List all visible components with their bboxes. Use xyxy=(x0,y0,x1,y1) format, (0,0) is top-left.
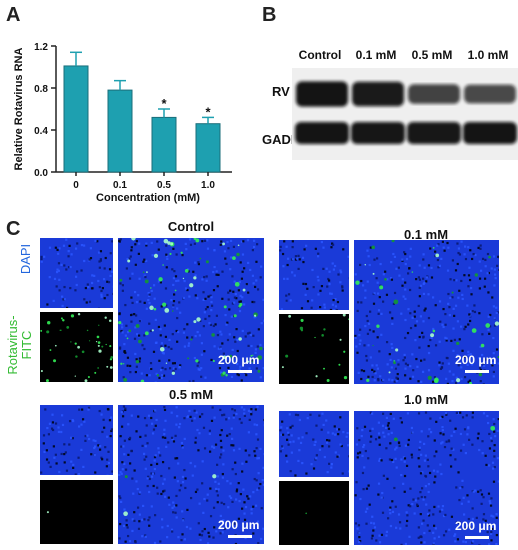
bar xyxy=(63,65,89,173)
x-axis-label: Concentration (mM) xyxy=(96,192,200,204)
row-label-fitc-line1: Rotavirus- xyxy=(5,315,20,375)
micrograph-0-5mm-dapi xyxy=(40,405,113,475)
micrograph-control-fitc xyxy=(40,312,113,382)
x-tick-label: 0.1 xyxy=(113,180,127,191)
micrograph-0-1mm-merge xyxy=(354,240,499,384)
micrograph-control-merge xyxy=(118,238,264,382)
row-label-dapi: DAPI xyxy=(18,243,33,275)
image-background xyxy=(40,312,113,382)
scale-bar xyxy=(228,535,252,538)
image-background xyxy=(40,480,113,544)
image-background xyxy=(279,240,349,310)
scale-bar xyxy=(465,370,489,373)
x-tick-label: 0 xyxy=(73,180,79,191)
row-label-rotavirus-fitc: Rotavirus- FITC xyxy=(5,305,34,385)
scale-bar-label: 200 μm xyxy=(218,353,260,367)
blot-band-gadph xyxy=(351,122,405,144)
significance-marker: * xyxy=(161,96,167,111)
scale-bar xyxy=(228,370,252,373)
blot-band-gadph xyxy=(295,122,349,144)
micrograph-1-0mm-merge xyxy=(354,411,499,545)
blot-band-rv xyxy=(464,84,516,104)
y-tick-label: 1.2 xyxy=(34,42,48,53)
blot-band-gadph xyxy=(407,122,461,144)
y-tick-label: 0.0 xyxy=(34,168,48,179)
scale-bar-label: 200 μm xyxy=(218,518,260,532)
y-tick-label: 0.8 xyxy=(34,84,48,95)
panel-letter-c: C xyxy=(6,218,21,240)
scale-bar-label: 200 μm xyxy=(455,353,497,367)
bar xyxy=(195,123,221,173)
micrograph-0-1mm-fitc xyxy=(279,314,349,384)
condition-title-1-0mm: 1.0 mM xyxy=(403,392,449,407)
panel-letter-b: B xyxy=(262,4,277,26)
blot-band-rv xyxy=(408,84,460,104)
y-tick-label: 0.4 xyxy=(34,126,48,137)
blot-column-label: 0.1 mM xyxy=(355,48,397,62)
blot-band-rv xyxy=(352,81,404,107)
condition-title-control: Control xyxy=(167,219,215,234)
bar xyxy=(107,89,133,173)
micrograph-0-5mm-fitc xyxy=(40,480,113,544)
scale-bar xyxy=(465,536,489,539)
x-tick-label: 1.0 xyxy=(201,180,215,191)
image-background xyxy=(279,314,349,384)
blot-column-label: 0.5 mM xyxy=(411,48,453,62)
significance-marker: * xyxy=(205,104,211,119)
western-blot-panel: Control 0.1 mM 0.5 mM 1.0 mM RV GADPH xyxy=(262,0,518,215)
panel-letter-a: A xyxy=(6,4,21,26)
blot-row-label-rv: RV xyxy=(272,84,290,99)
micrograph-1-0mm-fitc xyxy=(279,481,349,545)
bar xyxy=(151,116,177,173)
blot-column-label: Control xyxy=(298,48,342,62)
blot-column-label: 1.0 mM xyxy=(467,48,509,62)
blot-band-rv xyxy=(296,81,348,107)
micrograph-panel: Control 0.1 mM 0.5 mM 1.0 mM DAPI Rotavi… xyxy=(0,215,518,550)
x-tick-label: 0.5 xyxy=(157,180,171,191)
blot-band-gadph xyxy=(463,122,517,144)
scale-bar-label: 200 μm xyxy=(455,519,497,533)
condition-title-0-1mm: 0.1 mM xyxy=(403,227,449,242)
micrograph-0-1mm-dapi xyxy=(279,240,349,310)
image-background xyxy=(40,405,113,475)
micrograph-0-5mm-merge xyxy=(118,405,264,544)
micrograph-1-0mm-dapi xyxy=(279,411,349,477)
condition-title-0-5mm: 0.5 mM xyxy=(168,387,214,402)
image-background xyxy=(279,481,349,545)
blot-membrane xyxy=(292,68,518,160)
row-label-fitc-line2: FITC xyxy=(19,330,34,360)
y-axis-label: Relative Rotavirus RNA xyxy=(13,48,25,171)
micrograph-control-dapi xyxy=(40,238,113,308)
